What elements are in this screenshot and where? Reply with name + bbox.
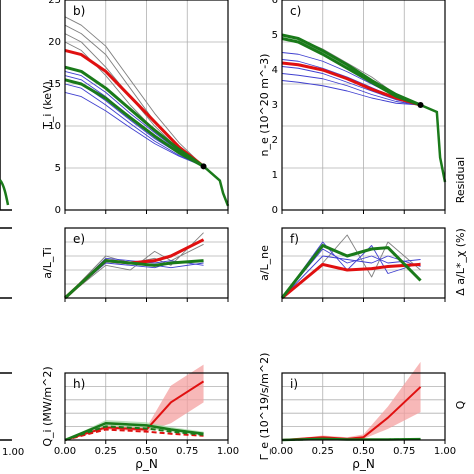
y-tick-label: 2: [272, 135, 278, 146]
series-line: [63, 238, 205, 300]
y-tick-label: 5: [272, 30, 278, 41]
series-line: [64, 243, 204, 299]
series-line: [281, 255, 421, 299]
x-tick-label: 0.25: [95, 446, 117, 457]
y-tick-label: 25: [48, 0, 61, 6]
series-line: [281, 248, 421, 299]
x-tick-label: 0.50: [135, 446, 157, 457]
series-line: [63, 259, 204, 300]
right-label-delta: Δ a/L*_χ (%): [454, 228, 467, 295]
series-line: [64, 428, 204, 441]
panel-label: h): [73, 377, 85, 391]
pedestal-point: [200, 163, 207, 170]
y-axis-label: Γ_e (10^19/s/m^2): [258, 353, 271, 461]
x-axis-label: ρ_N: [352, 457, 375, 471]
panel-label: i): [290, 377, 298, 391]
x-tick-label: 1.00: [434, 446, 456, 457]
panel-label: f): [290, 232, 299, 246]
y-tick-label: 0: [272, 205, 278, 216]
panel-h: h) Q_i (MW/m^2)0.00 0.25 0.50 0.75 1.00 ρ_N: [41, 364, 239, 471]
y-tick-label: 6: [272, 0, 278, 6]
y-axis-label: a/L_ne: [258, 245, 271, 281]
x-tick-label: 0.00: [271, 446, 293, 457]
panel-c: c) n_e (10^20 m^-3) 0 1 2 3 4 5 6: [258, 0, 447, 216]
y-tick-label: 5: [55, 163, 61, 174]
series-line: [64, 41, 204, 167]
y-axis-label: T_i (keV): [41, 81, 54, 130]
uncertainty-band: [65, 364, 204, 440]
x-tick-label: 0.25: [312, 446, 334, 457]
y-axis-label: Q_i (MW/m^2): [41, 366, 54, 446]
panel-label: b): [73, 4, 85, 18]
x-axis-label: ρ_N: [135, 457, 158, 471]
y-tick-label: 15: [48, 79, 61, 90]
panel-i: i) Γ_e (10^19/s/m^2) 0.00 0.25 0.50 0.75 1.00 ρ…: [258, 353, 456, 471]
y-axis-label: a/L_Ti: [41, 247, 54, 279]
x-tick-label-left: 1.00: [2, 447, 24, 458]
edge-tail: [202, 165, 230, 207]
series-line: [281, 241, 421, 299]
panel-f: f) a/L_ne: [258, 227, 446, 302]
pedestal-point: [417, 102, 424, 108]
x-tick-label: 0.00: [54, 446, 76, 457]
series-line: [64, 422, 204, 442]
series-line: [281, 386, 422, 441]
x-tick-label: 0.75: [176, 446, 198, 457]
series-line: [64, 16, 204, 167]
series-line: [64, 78, 205, 168]
series-line: [64, 91, 204, 167]
x-tick-label: 0.50: [352, 446, 374, 457]
panel-e: e) a/L_Ti: [41, 227, 229, 302]
left-panel-a-curve: [0, 179, 10, 206]
series-line: [64, 425, 204, 441]
series-line: [281, 262, 421, 300]
right-label-q: Q: [454, 400, 467, 409]
series-line: [281, 33, 422, 107]
y-tick-label: 3: [272, 100, 278, 111]
series-line: [281, 37, 422, 107]
series-line: [281, 61, 421, 107]
panel-label: c): [290, 4, 301, 18]
panel-b: b) T_i (keV) 0 5 10 15 20 25: [41, 0, 230, 216]
y-axis-label: n_e (10^20 m^-3): [258, 54, 271, 157]
y-tick-label: 10: [48, 121, 61, 132]
y-tick-label: 20: [48, 37, 61, 48]
edge-tail: [420, 103, 447, 183]
y-tick-label: 0: [55, 205, 61, 216]
x-tick-label: 0.75: [393, 446, 415, 457]
series-line: [64, 83, 204, 167]
series-line: [281, 73, 421, 106]
series-line: [280, 244, 422, 299]
series-line: [281, 80, 421, 106]
x-tick-label: 1.00: [217, 446, 239, 457]
y-tick-label: 1: [272, 170, 278, 181]
series-line: [281, 66, 421, 106]
panel-label: e): [73, 232, 85, 246]
right-label-residual: Residual: [454, 157, 467, 203]
series-line: [64, 48, 205, 168]
y-tick-label: 4: [272, 65, 278, 76]
series-line: [64, 65, 205, 168]
